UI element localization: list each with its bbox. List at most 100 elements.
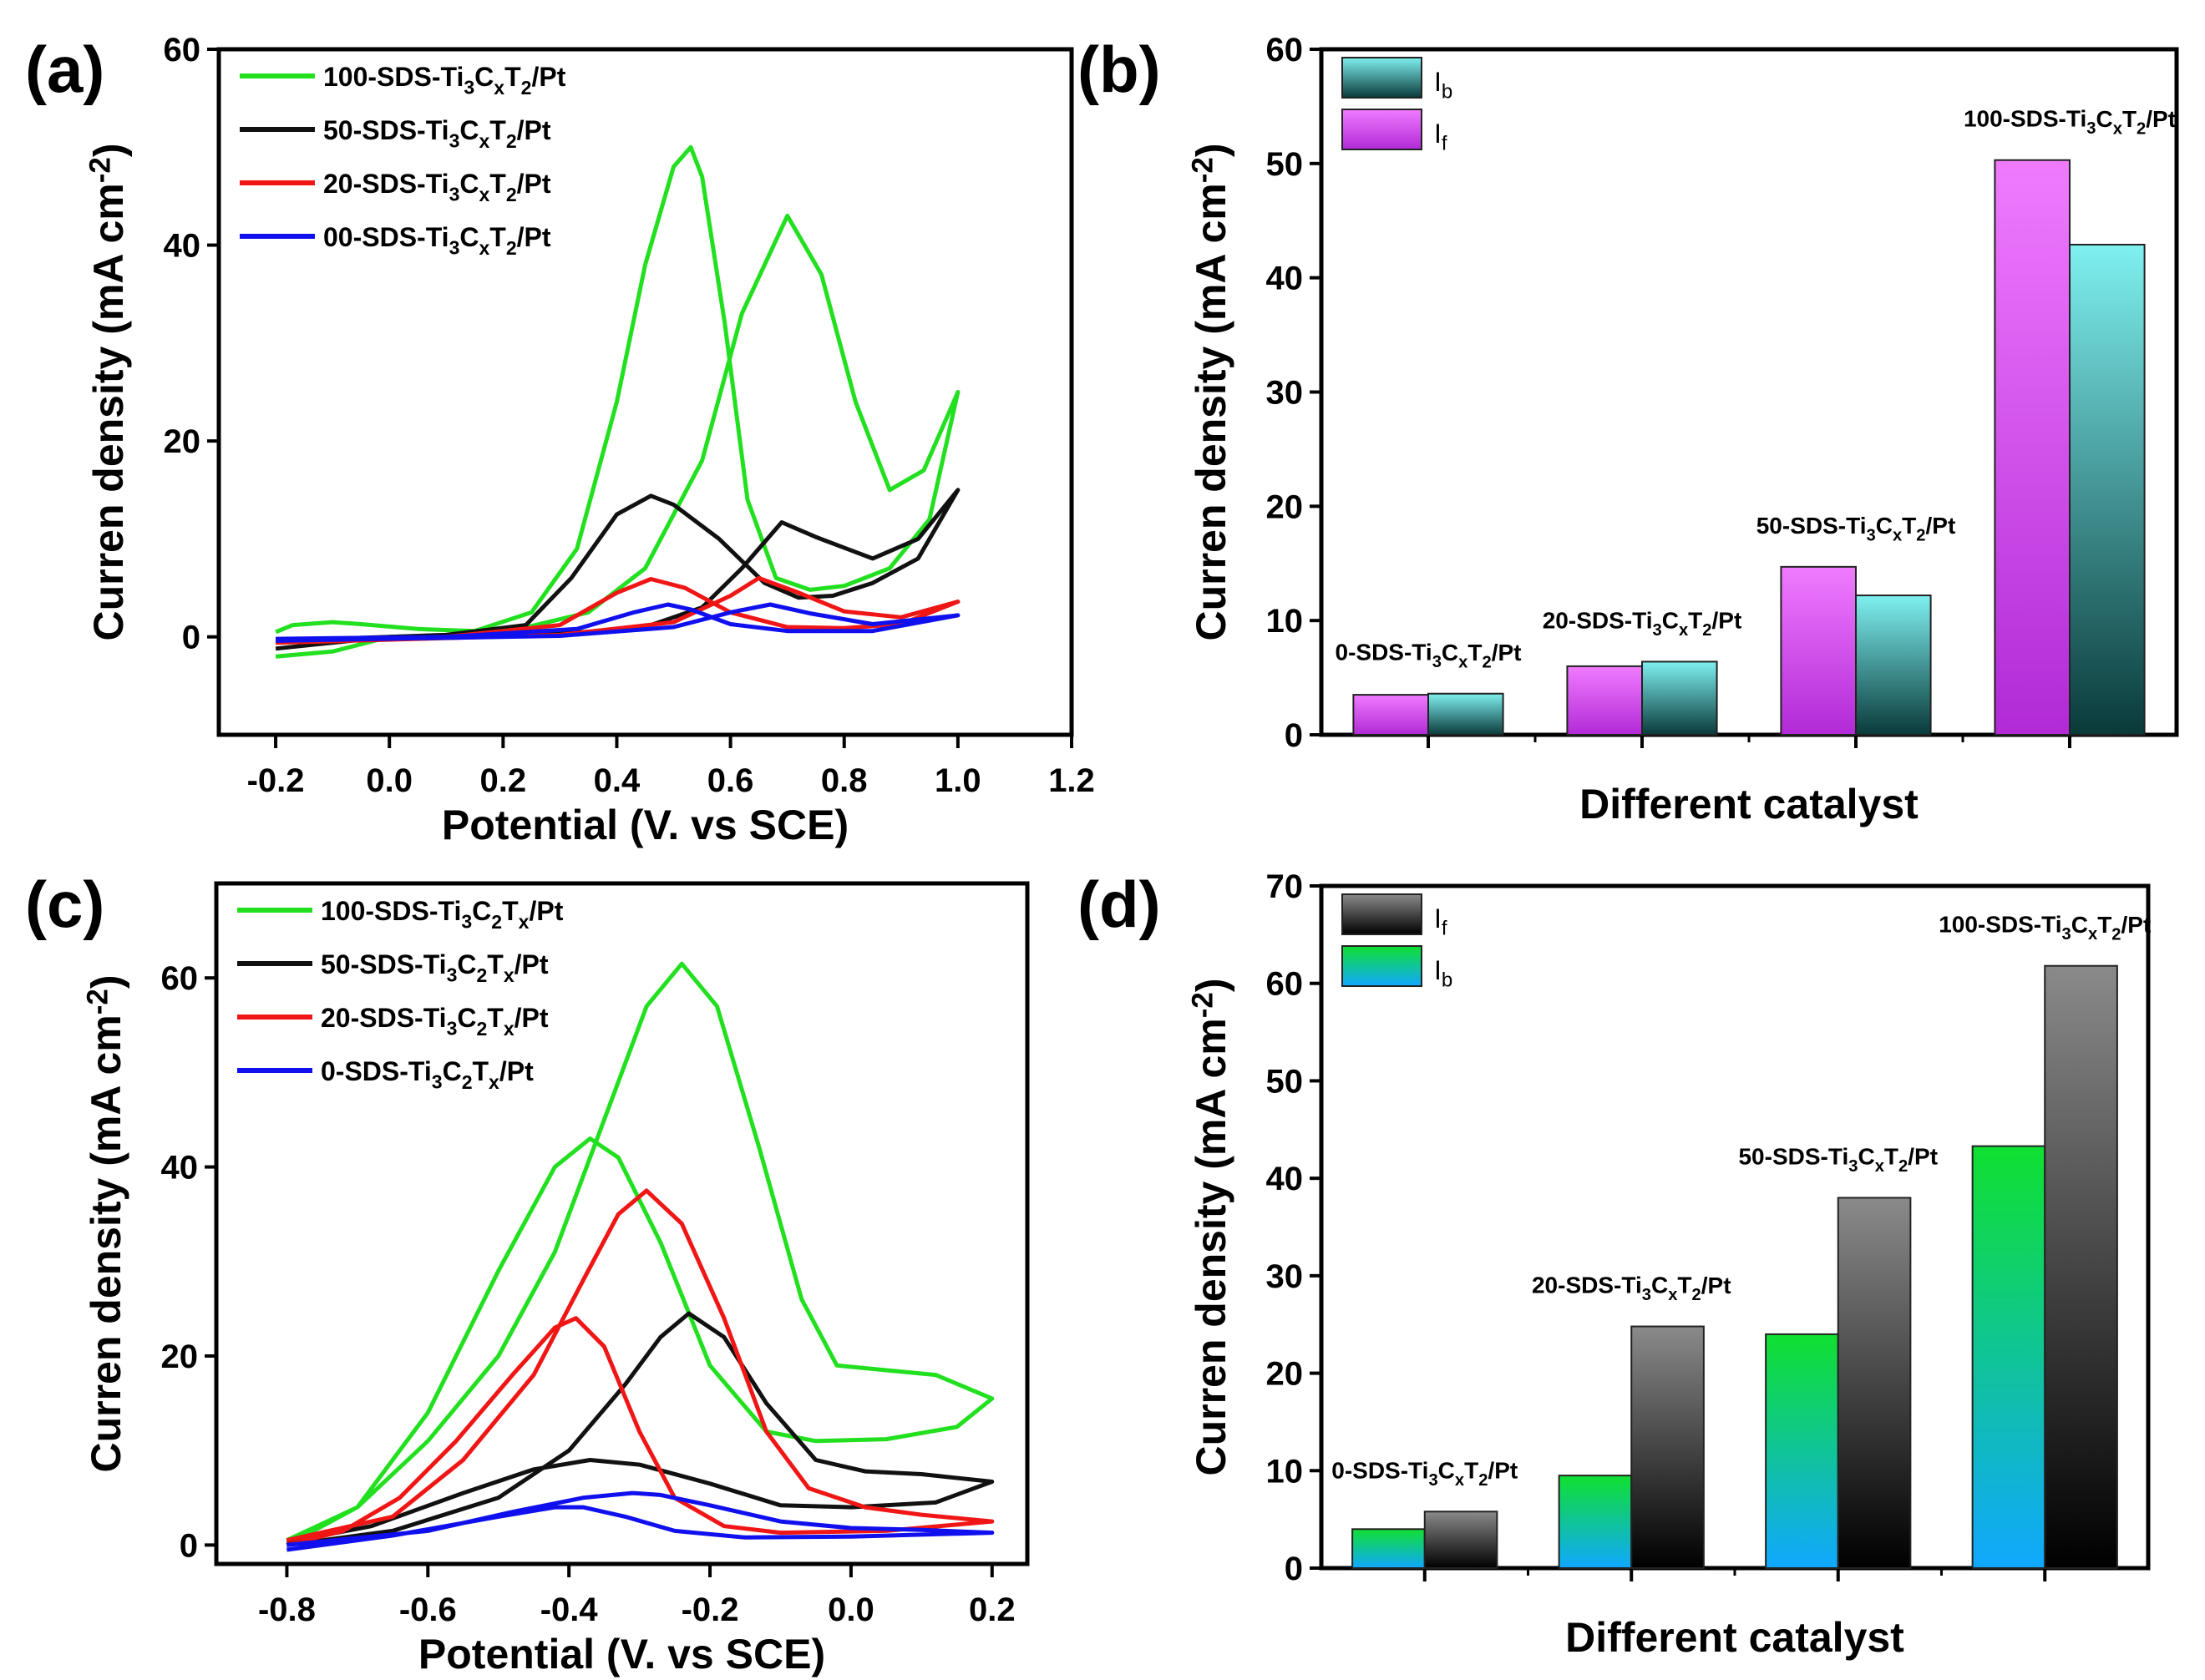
category-label: 100-SDS-Ti3CxT2/Pt [1964, 106, 2176, 139]
x-tick-label: -0.4 [540, 1591, 599, 1628]
series-line [275, 144, 961, 659]
bar-if [1566, 665, 1644, 736]
x-tick-label: 1.2 [1048, 762, 1095, 799]
y-tick-label: 10 [1266, 1453, 1304, 1490]
legend-label: 50-SDS-Ti3CxT2/Pt [323, 115, 551, 152]
legend-label: 20-SDS-Ti3CxT2/Pt [323, 169, 551, 205]
panel-label: (c) [25, 868, 104, 941]
legend-label: 20-SDS-Ti3C2Tx/Pt [321, 1003, 549, 1040]
bar-if [1994, 159, 2071, 736]
series-line [286, 1188, 995, 1547]
y-axis-title: Curren density (mA cm-2) [1186, 978, 1234, 1475]
x-tick-label: 0.0 [366, 762, 413, 799]
x-tick-label: -0.2 [247, 762, 305, 799]
legend-swatch [1341, 57, 1422, 99]
y-tick-label: 0 [180, 1527, 198, 1564]
bar-ib [1855, 595, 1932, 736]
x-tick-label: 0.8 [821, 762, 868, 799]
legend-swatch [1341, 893, 1422, 935]
series-line [276, 602, 961, 643]
y-tick-label: 60 [1266, 966, 1304, 1003]
category-label: 0-SDS-Ti3CxT2/Pt [1336, 640, 1522, 672]
axes-frame [214, 881, 1030, 1566]
panel-label: (a) [25, 33, 104, 106]
bar-ib [1427, 692, 1504, 736]
legend-label: 100-SDS-Ti3C2Tx/Pt [321, 896, 564, 933]
x-axis-title: Potential (V. vs SCE) [418, 1631, 825, 1677]
x-axis-title: Different catalyst [1565, 1614, 1904, 1661]
bar-ib [1765, 1333, 1839, 1570]
category-label: 20-SDS-Ti3CxT2/Pt [1543, 607, 1742, 640]
legend-label: 100-SDS-Ti3CxT2/Pt [323, 62, 566, 99]
y-tick-label: 70 [1266, 868, 1304, 905]
bar-if [1837, 1197, 1912, 1569]
y-tick-label: 20 [161, 1338, 199, 1375]
legend-label: Ib [1434, 955, 1452, 991]
series-line [286, 961, 995, 1547]
y-tick-label: 60 [1266, 32, 1304, 68]
x-tick-label: -0.2 [682, 1591, 739, 1628]
panel-c: (c) 0 20 40 60 Curren density (mA cm-2) -0.8 -0… [25, 868, 1030, 1677]
x-tick-label: -0.6 [399, 1591, 457, 1628]
bar-ib [2069, 243, 2146, 736]
bar-if [1780, 565, 1857, 736]
y-tick-label: 50 [1266, 1063, 1304, 1100]
legend-label: 0-SDS-Ti3C2Tx/Pt [321, 1056, 534, 1093]
legend-swatch [1341, 109, 1422, 150]
bar-if [2044, 964, 2118, 1569]
legend-label: Ib [1434, 67, 1452, 103]
y-tick-label: 60 [161, 960, 199, 997]
bar-ib [1971, 1145, 2046, 1570]
y-tick-label: 40 [164, 228, 201, 265]
panel-label: (d) [1077, 868, 1161, 941]
axes-frame [216, 47, 1074, 737]
bar-if [1352, 694, 1430, 736]
x-tick-label: 0.2 [969, 1591, 1016, 1628]
y-tick-label: 0 [1285, 1551, 1303, 1587]
panel-label: (b) [1077, 33, 1161, 106]
y-axis-title: Curren density (mA cm-2) [81, 974, 129, 1472]
category-label: 0-SDS-Ti3CxT2/Pt [1331, 1457, 1518, 1490]
y-tick-label: 50 [1266, 146, 1304, 183]
panel-d: (d) 0 10 20 30 40 50 60 70 Curren density (mA cm-… [1077, 868, 2151, 1661]
x-tick-label: 0.0 [828, 1591, 874, 1628]
y-tick-label: 40 [161, 1150, 199, 1187]
y-tick-label: 30 [1266, 1258, 1304, 1295]
series-line [286, 1490, 995, 1552]
bar-ib [1558, 1475, 1633, 1570]
x-tick-label: -0.8 [258, 1591, 316, 1628]
y-tick-label: 30 [1266, 375, 1304, 412]
bar-ib [1641, 660, 1718, 736]
category-label: 100-SDS-Ti3CxT2/Pt [1939, 912, 2151, 944]
series-line [286, 1311, 995, 1547]
y-tick-label: 20 [164, 423, 201, 460]
y-tick-label: 20 [1266, 1356, 1304, 1393]
category-label: 50-SDS-Ti3CxT2/Pt [1756, 513, 1956, 545]
panel-a: (a) 0 20 40 60 Curren density (mA cm-2) -0.2 0.… [25, 32, 1095, 848]
y-axis-title: Curren density (mA cm-2) [1186, 143, 1234, 640]
category-label: 20-SDS-Ti3CxT2/Pt [1532, 1273, 1731, 1305]
y-tick-label: 0 [1285, 717, 1303, 754]
category-label: 50-SDS-Ti3CxT2/Pt [1738, 1143, 1938, 1176]
legend-label: 50-SDS-Ti3C2Tx/Pt [321, 949, 549, 986]
x-tick-label: 0.2 [480, 762, 527, 799]
bar-if [1630, 1325, 1705, 1569]
panel-b: (b) 0 10 20 30 40 50 60 Curren density (mA cm-2)… [1077, 32, 2179, 827]
x-tick-label: 0.4 [594, 762, 641, 799]
y-tick-label: 20 [1266, 488, 1304, 525]
y-axis-title: Curren density (mA cm-2) [84, 143, 132, 640]
x-tick-label: 0.6 [707, 762, 754, 799]
legend-swatch [1341, 945, 1422, 987]
legend-label: If [1434, 903, 1447, 939]
y-tick-label: 40 [1266, 1161, 1304, 1197]
legend-label: If [1434, 119, 1447, 154]
bar-ib [1351, 1528, 1426, 1570]
x-tick-label: 1.0 [935, 762, 981, 799]
y-tick-label: 10 [1266, 603, 1304, 640]
y-tick-label: 0 [182, 620, 200, 656]
y-tick-label: 60 [164, 32, 201, 68]
y-tick-label: 40 [1266, 261, 1304, 297]
x-axis-title: Different catalyst [1579, 781, 1919, 827]
x-axis-title: Potential (V. vs SCE) [442, 802, 849, 848]
